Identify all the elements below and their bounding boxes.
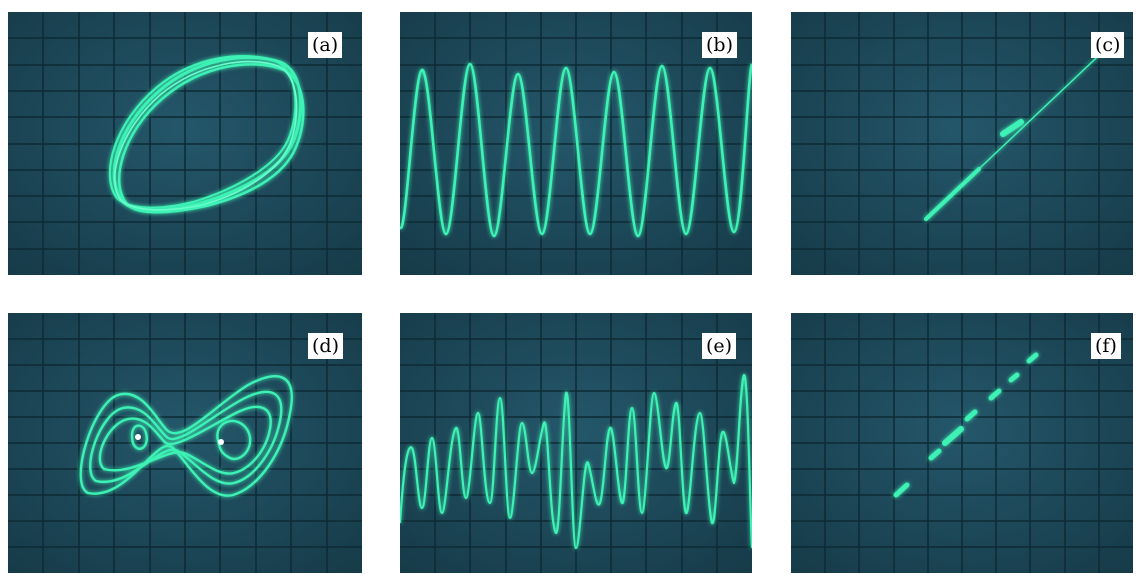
panel-c: (c) xyxy=(791,12,1133,275)
panel-label-e: (e) xyxy=(702,333,737,359)
panel-a: (a) xyxy=(8,12,362,275)
panel-label-c: (c) xyxy=(1091,32,1125,58)
panel-b: (b) xyxy=(400,12,752,275)
scope-screen-b xyxy=(400,12,752,275)
scope-screen-c xyxy=(791,12,1133,275)
panel-f: (f) xyxy=(791,313,1133,573)
panel-label-b: (b) xyxy=(702,32,737,58)
scope-screen-e xyxy=(400,313,752,573)
scope-screen-a xyxy=(8,12,362,275)
scope-screen-f xyxy=(791,313,1133,573)
panel-e: (e) xyxy=(400,313,752,573)
panel-label-a: (a) xyxy=(308,32,343,58)
scope-screen-d xyxy=(8,313,362,573)
panel-label-d: (d) xyxy=(308,333,343,359)
panel-d: (d) xyxy=(8,313,362,573)
panel-label-f: (f) xyxy=(1091,333,1121,359)
